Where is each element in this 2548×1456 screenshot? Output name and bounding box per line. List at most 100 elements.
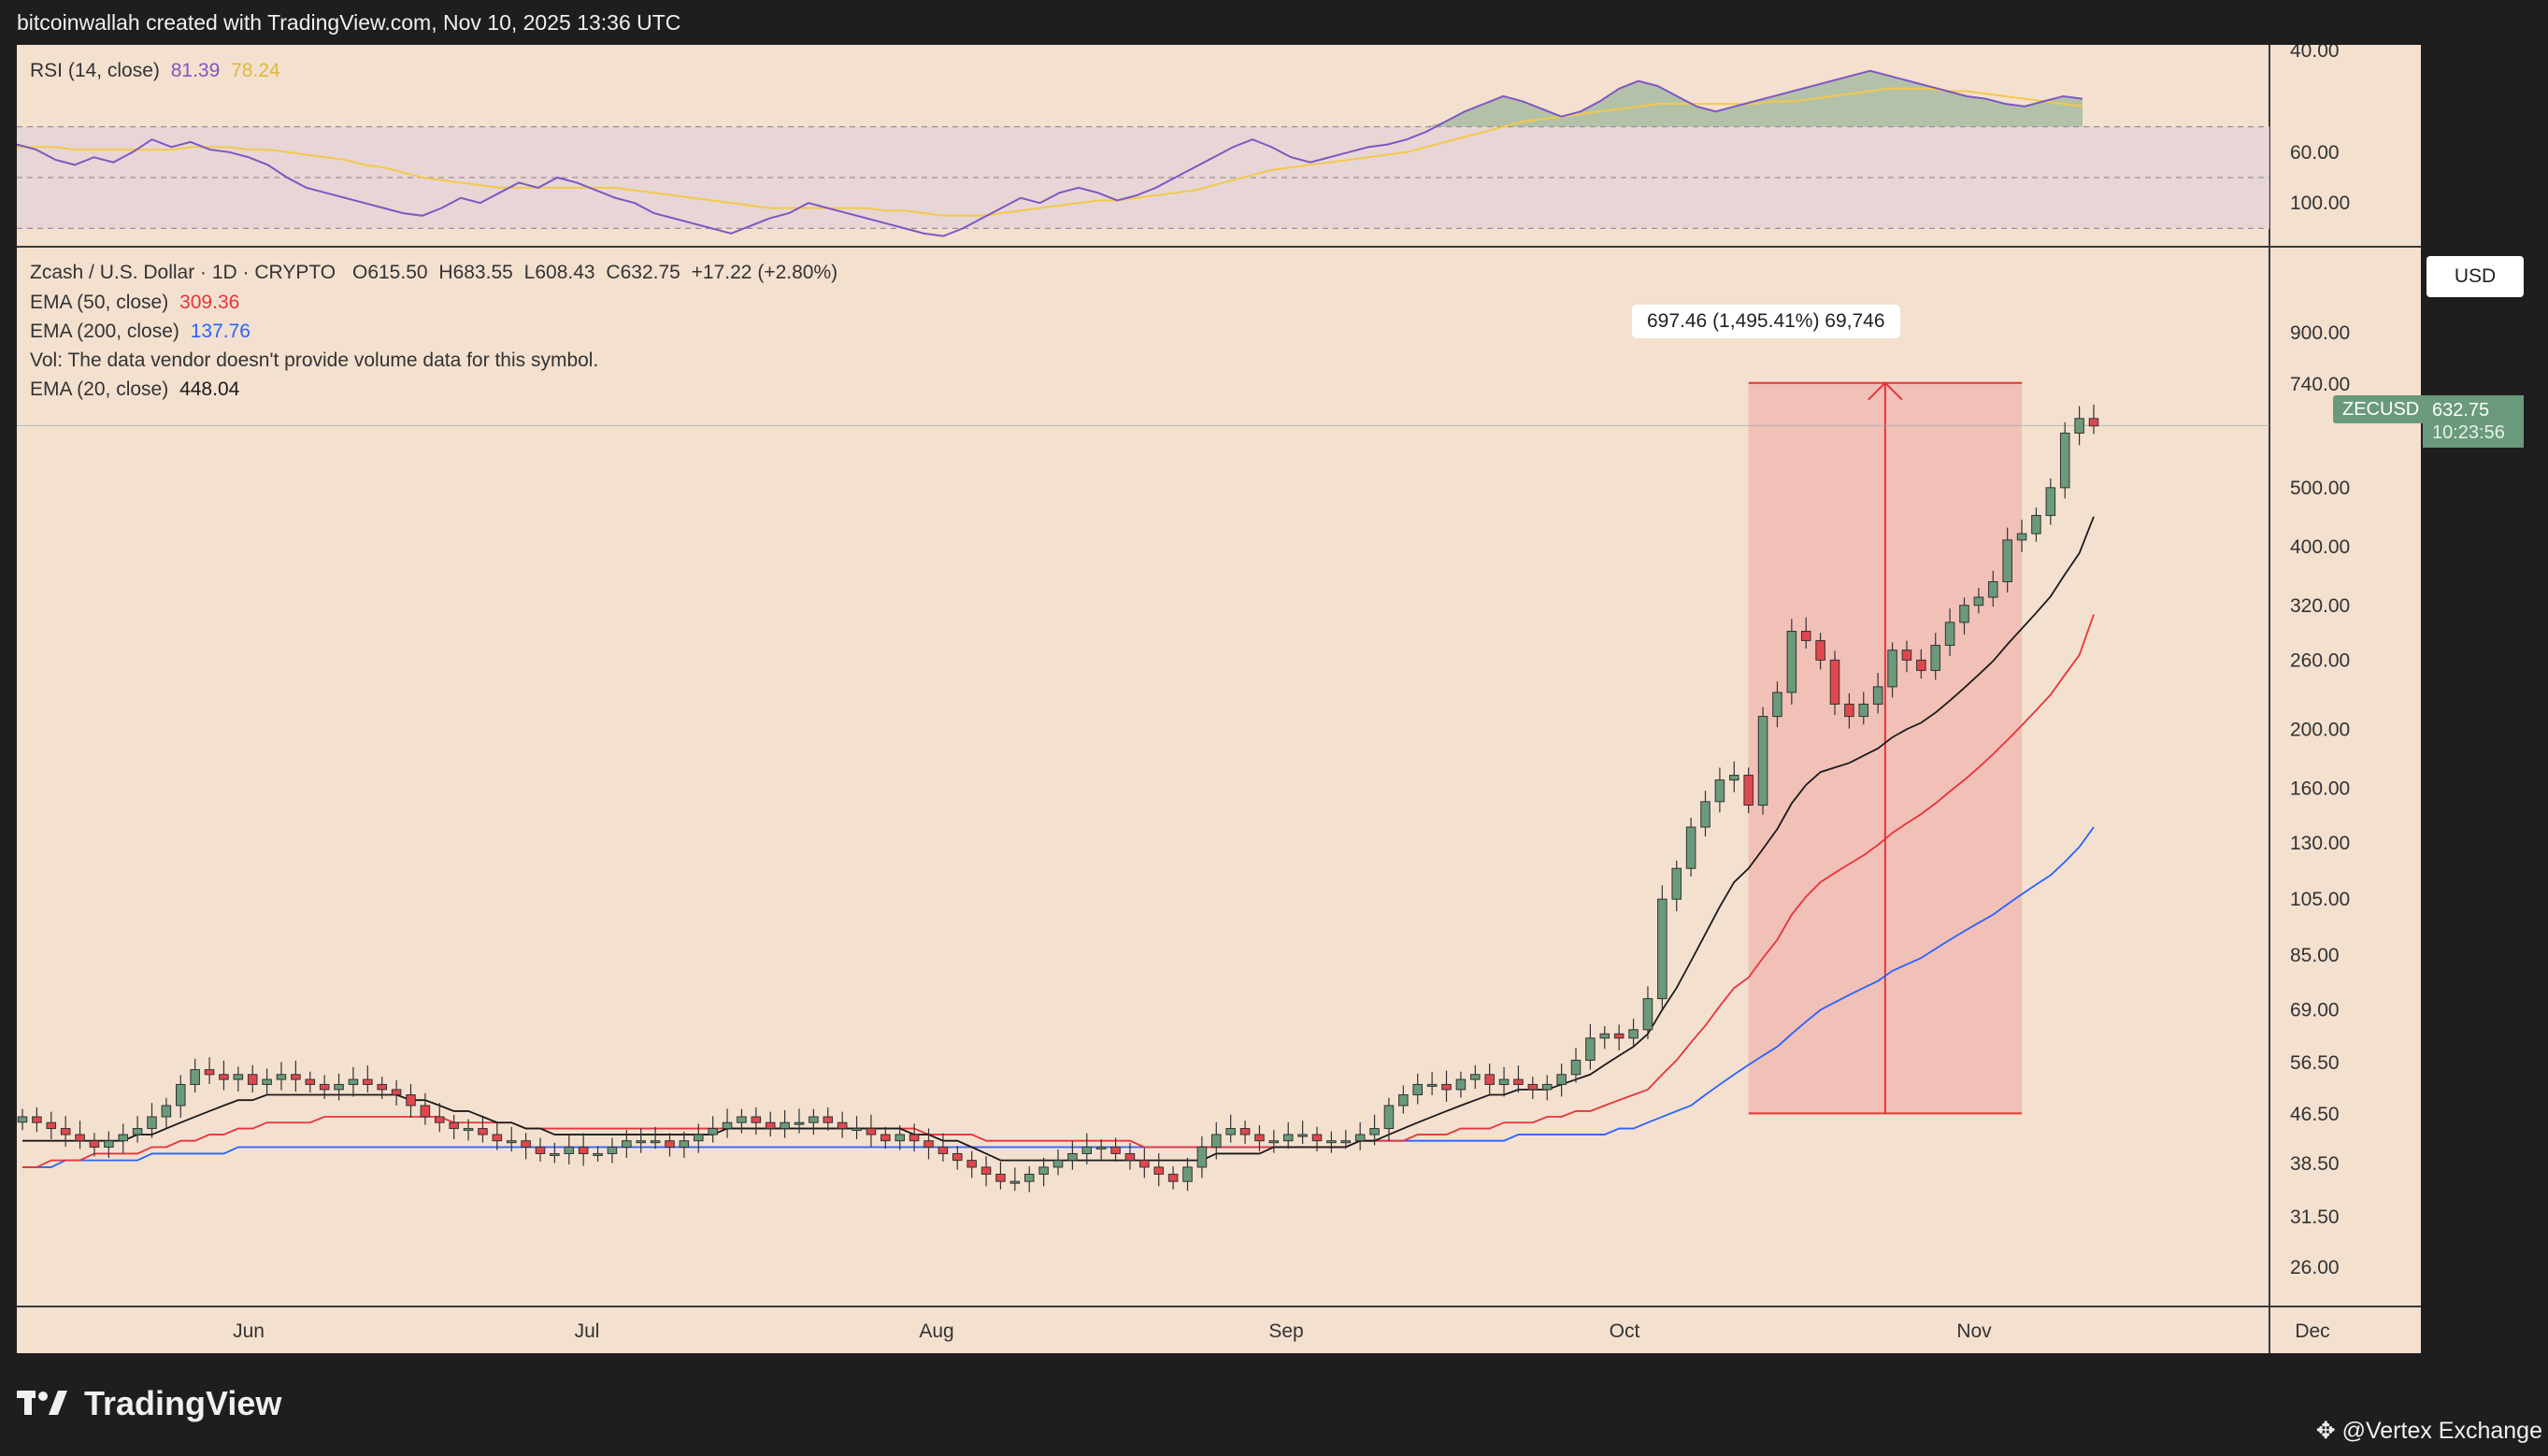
- measure-label: 697.46 (1,495.41%) 69,746: [1632, 305, 1900, 338]
- candle-body: [449, 1121, 459, 1130]
- chart-frame: 100.00 60.00 40.00 26.00 31.50 38.50 46.50 56.5…: [17, 45, 2421, 1353]
- candle-body: [593, 1152, 603, 1156]
- candle-body: [60, 1128, 71, 1135]
- candle-body: [809, 1116, 819, 1123]
- candle-body: [463, 1128, 474, 1132]
- candle-body: [1988, 580, 1998, 598]
- candle-body: [1311, 1134, 1323, 1142]
- tradingview-logo-icon: [17, 1385, 67, 1426]
- candle-body: [952, 1152, 963, 1162]
- chart-canvas[interactable]: 100.00 60.00 40.00 26.00 31.50 38.50 46.50 56.5…: [17, 45, 2421, 1353]
- candle-body: [1326, 1140, 1337, 1144]
- candle-body: [1268, 1140, 1280, 1144]
- candle-body: [1038, 1166, 1049, 1175]
- candle-body: [823, 1116, 834, 1123]
- rsi-legend: RSI (14, close) 81.39 78.24: [30, 60, 280, 82]
- candle-body: [291, 1074, 301, 1080]
- ohlc-open: O615.50: [351, 262, 428, 283]
- candle-body: [1786, 631, 1797, 693]
- candle-body: [118, 1134, 128, 1142]
- candle-body: [737, 1116, 747, 1123]
- chart-credit: bitcoinwallah created with TradingView.c…: [17, 10, 681, 35]
- candle-body: [1484, 1074, 1495, 1085]
- candle-body: [1369, 1128, 1380, 1135]
- price-tick-label: 260.00: [2290, 649, 2350, 671]
- symbol-line: Zcash / U.S. Dollar · 1D · CRYPTO: [30, 262, 336, 283]
- candle-body: [1714, 779, 1725, 803]
- price-tick-label: 400.00: [2290, 536, 2350, 558]
- candle-body: [1556, 1074, 1567, 1085]
- candle-body: [435, 1116, 445, 1123]
- candle-body: [1613, 1033, 1625, 1039]
- candle-body: [966, 1160, 977, 1168]
- candle-body: [521, 1140, 531, 1148]
- price-tick-label: 31.50: [2290, 1206, 2340, 1228]
- candle-body: [276, 1074, 287, 1080]
- candle-body: [391, 1089, 402, 1095]
- vertex-credit: ✥ @Vertex Exchange: [2315, 1418, 2542, 1444]
- candle-body: [1412, 1083, 1423, 1095]
- candle-body: [1743, 775, 1754, 807]
- ema200-legend[interactable]: EMA (200, close) 137.76: [30, 321, 251, 343]
- symbol-legend[interactable]: Zcash / U.S. Dollar · 1D · CRYPTO O615.5…: [30, 262, 837, 284]
- ema20-legend[interactable]: EMA (20, close) 448.04: [30, 378, 239, 401]
- bar-countdown: 10:23:56: [2432, 422, 2505, 443]
- candle-body: [1498, 1078, 1510, 1085]
- candle-body: [981, 1166, 992, 1175]
- candle-body: [794, 1121, 805, 1125]
- candle-body: [1671, 867, 1682, 900]
- candle-body: [1973, 596, 1984, 607]
- candle-body: [1153, 1166, 1164, 1175]
- candle-body: [176, 1083, 186, 1106]
- candle-body: [1700, 801, 1711, 828]
- rsi-line: [17, 69, 2083, 237]
- candle-body: [880, 1134, 891, 1142]
- price-tick-label: 320.00: [2290, 595, 2350, 617]
- price-tick-label: 105.00: [2290, 889, 2350, 910]
- candle-body: [1527, 1083, 1539, 1091]
- candle-body: [1124, 1152, 1136, 1162]
- symbol-tag-outer: ZECUSD: [2333, 395, 2429, 423]
- price-tick-label: 85.00: [2290, 945, 2340, 966]
- price-tick-label: 160.00: [2290, 778, 2350, 799]
- candle-body: [909, 1134, 920, 1142]
- candle-body: [636, 1140, 646, 1144]
- candle-body: [1297, 1134, 1308, 1137]
- candle-body: [32, 1116, 42, 1123]
- candle-body: [1829, 659, 1840, 705]
- price-tick-label: 69.00: [2290, 1000, 2340, 1021]
- candle-body: [1282, 1134, 1294, 1142]
- candle-body: [1110, 1146, 1121, 1154]
- candle-body: [2074, 418, 2084, 434]
- candle-body: [1441, 1083, 1452, 1091]
- ema50-legend[interactable]: EMA (50, close) 309.36: [30, 292, 239, 314]
- candle-body: [866, 1128, 877, 1135]
- rsi-ma-line: [17, 87, 2083, 217]
- candle-body: [938, 1146, 949, 1154]
- candle-body: [1800, 631, 1811, 641]
- ema20-value: 448.04: [179, 378, 240, 400]
- measure-arrow-head: [1868, 381, 1903, 401]
- candle-body: [46, 1121, 57, 1130]
- vertex-icon: ✥: [2315, 1418, 2336, 1444]
- rsi-label: RSI (14, close): [30, 60, 160, 81]
- candle-body: [1383, 1105, 1395, 1130]
- candle-body: [1570, 1060, 1582, 1076]
- candle-body: [1354, 1134, 1366, 1142]
- price-tick-label: 900.00: [2290, 322, 2350, 344]
- candle-body: [2059, 432, 2070, 489]
- candle-body: [1916, 659, 1926, 671]
- currency-button-outer[interactable]: USD: [2426, 256, 2524, 297]
- time-tick-label: Dec: [2295, 1320, 2329, 1342]
- ema50-label: EMA (50, close): [30, 292, 169, 313]
- candle-body: [1772, 692, 1782, 718]
- tradingview-logo[interactable]: TradingView: [17, 1383, 281, 1424]
- candle-body: [1398, 1093, 1409, 1106]
- ema20-label: EMA (20, close): [30, 378, 169, 400]
- candle-body: [535, 1146, 546, 1154]
- ema200-value: 137.76: [190, 321, 251, 342]
- candle-body: [2031, 515, 2041, 535]
- candle-body: [190, 1069, 200, 1085]
- candle-body: [147, 1116, 157, 1130]
- candle-body: [1196, 1146, 1208, 1168]
